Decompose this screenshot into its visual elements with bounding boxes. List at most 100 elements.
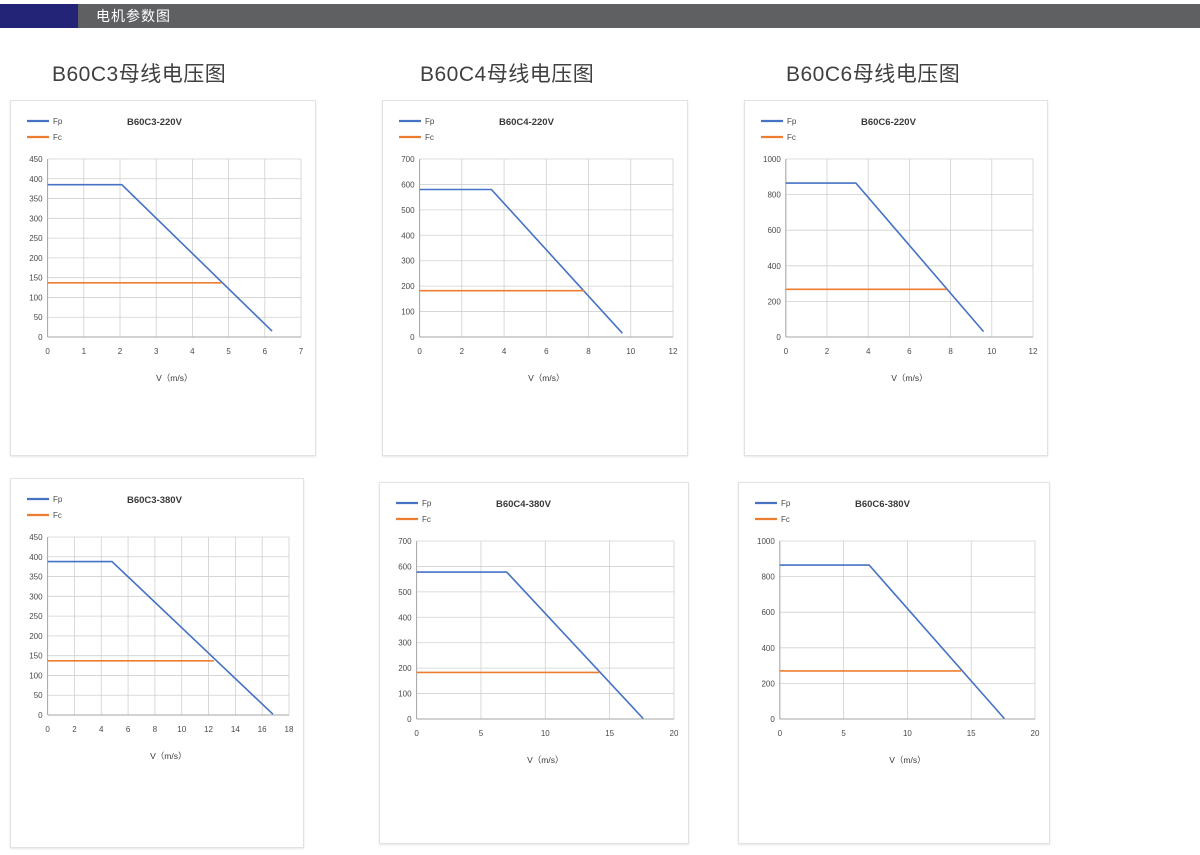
x-axis-tick-label: 6 — [263, 347, 268, 356]
chart-b60c3-220v: FpFcB60C3-220V05010015020025030035040045… — [27, 117, 304, 383]
legend-label-fc: Fc — [53, 133, 62, 142]
y-axis-tick-label: 100 — [398, 690, 412, 699]
chart-card-b60c6-220v: Fp Fc B60C6-220V 0 200 400 600 800 1000 0 2 4 6 8 10 12… — [744, 100, 1048, 456]
x-axis-tick-label: 1 — [82, 347, 87, 356]
x-axis-tick-label: 12 — [1029, 347, 1038, 356]
x-axis-tick-label: 4 — [190, 347, 195, 356]
legend-label-fp: Fp — [781, 499, 791, 508]
legend-label-fp: Fp — [787, 117, 797, 126]
chart-card-b60c6-380v: Fp Fc B60C6-380V 0 200 400 600 800 1000 0 5 10 15 20 V… — [738, 482, 1050, 844]
legend-label-fc: Fc — [787, 133, 796, 142]
series-line-fp — [785, 182, 985, 333]
x-axis-tick-label: 16 — [258, 725, 267, 734]
x-axis-label: V（m/s） — [891, 373, 927, 383]
x-axis-tick-label: 4 — [99, 725, 104, 734]
x-axis-tick-label: 10 — [626, 347, 635, 356]
x-axis-tick-label: 8 — [586, 347, 591, 356]
series-line-fp — [47, 183, 273, 332]
series-line-fp — [416, 571, 644, 720]
y-axis-tick-label: 250 — [29, 234, 43, 243]
x-axis-tick-label: 10 — [903, 729, 912, 738]
y-axis-tick-label: 400 — [29, 175, 43, 184]
y-axis-tick-label: 400 — [767, 262, 781, 271]
x-axis-tick-label: 20 — [670, 729, 679, 738]
x-axis-tick-label: 20 — [1031, 729, 1040, 738]
chart-title-b60c3-220v: B60C3-220V — [127, 117, 183, 128]
y-axis-tick-label: 300 — [29, 592, 43, 601]
chart-title-b60c3-380v: B60C3-380V — [127, 495, 183, 506]
y-axis-tick-label: 350 — [29, 573, 43, 582]
y-axis-tick-label: 1000 — [763, 155, 781, 164]
x-axis-tick-label: 12 — [669, 347, 678, 356]
x-axis-tick-label: 5 — [226, 347, 231, 356]
chart-card-b60c4-380v: Fp Fc B60C4-380V 0 100 200 300 400 500 600 700 0 5 10… — [379, 482, 689, 844]
y-axis-tick-label: 400 — [29, 553, 43, 562]
x-axis-tick-label: 15 — [967, 729, 976, 738]
y-axis-tick-label: 0 — [776, 333, 781, 342]
x-axis-tick-label: 5 — [479, 729, 484, 738]
y-axis-tick-label: 200 — [29, 632, 43, 641]
x-axis-tick-label: 10 — [177, 725, 186, 734]
x-axis-label: V（m/s） — [527, 755, 563, 765]
x-axis-tick-label: 10 — [541, 729, 550, 738]
y-axis-tick-label: 200 — [398, 664, 412, 673]
legend-label-fc: Fc — [422, 515, 431, 524]
section-title-b60c4: B60C4母线电压图 — [420, 63, 595, 86]
chart-title-b60c6-380v: B60C6-380V — [855, 499, 911, 510]
y-axis-tick-label: 50 — [34, 313, 43, 322]
x-axis-tick-label: 7 — [299, 347, 304, 356]
x-axis-tick-label: 8 — [153, 725, 158, 734]
section-title-row: B60C3母线电压图 B60C4母线电压图 B60C6母线电压图 — [0, 58, 1200, 92]
x-axis-tick-label: 0 — [417, 347, 422, 356]
chart-b60c6-380v: Fp Fc B60C6-380V 0 200 400 600 800 1000 0 5 10 15 20 V… — [755, 499, 1040, 765]
x-axis-label: V（m/s） — [528, 373, 564, 383]
y-axis-tick-label: 200 — [29, 254, 43, 263]
y-axis-tick-label: 700 — [398, 537, 412, 546]
x-axis-tick-label: 0 — [784, 347, 789, 356]
y-axis-tick-label: 450 — [29, 155, 43, 164]
section-title-b60c3: B60C3母线电压图 — [52, 63, 227, 86]
x-axis-tick-label: 6 — [544, 347, 549, 356]
x-axis-tick-label: 14 — [231, 725, 240, 734]
y-axis-tick-label: 400 — [398, 613, 412, 622]
legend-label-fc: Fc — [781, 515, 790, 524]
chart-title-b60c6-220v: B60C6-220V — [861, 117, 917, 128]
y-axis-tick-label: 500 — [401, 206, 415, 215]
x-axis-tick-label: 15 — [605, 729, 614, 738]
chart-title-b60c4-380v: B60C4-380V — [496, 499, 552, 510]
x-axis-tick-label: 12 — [204, 725, 213, 734]
page-title: 电机参数图 — [96, 8, 171, 24]
y-axis-tick-label: 0 — [410, 333, 415, 342]
y-axis-tick-label: 400 — [761, 644, 775, 653]
y-axis-tick-label: 50 — [34, 691, 43, 700]
x-axis-tick-label: 2 — [825, 347, 830, 356]
series-line-fp — [779, 564, 1005, 720]
chart-b60c4-380v: Fp Fc B60C4-380V 0 100 200 300 400 500 600 700 0 5 10… — [396, 499, 679, 765]
legend-label-fp: Fp — [422, 499, 432, 508]
x-axis-tick-label: 18 — [285, 725, 294, 734]
x-axis-tick-label: 4 — [866, 347, 871, 356]
page-header-bar: 电机参数图 — [0, 4, 1200, 28]
x-axis-tick-label: 3 — [154, 347, 159, 356]
y-axis-tick-label: 450 — [29, 533, 43, 542]
x-axis-tick-label: 8 — [948, 347, 953, 356]
legend-label-fp: Fp — [53, 495, 63, 504]
y-axis-tick-label: 100 — [401, 308, 415, 317]
y-axis-tick-label: 100 — [29, 671, 43, 680]
y-axis-tick-label: 200 — [401, 282, 415, 291]
x-axis-tick-label: 2 — [72, 725, 77, 734]
x-axis-tick-label: 4 — [502, 347, 507, 356]
x-axis-tick-label: 10 — [987, 347, 996, 356]
y-axis-tick-label: 0 — [38, 711, 43, 720]
y-axis-tick-label: 300 — [29, 214, 43, 223]
y-axis-tick-label: 400 — [401, 231, 415, 240]
chart-card-b60c4-220v: Fp Fc B60C4-220V 0 100 200 300 400 500 600 700 0 2 4 6… — [382, 100, 688, 456]
x-axis-label: V（m/s） — [156, 373, 192, 383]
x-axis-tick-label: 6 — [126, 725, 131, 734]
y-axis-tick-label: 600 — [761, 608, 775, 617]
y-axis-tick-label: 0 — [770, 715, 775, 724]
y-axis-tick-label: 0 — [38, 333, 43, 342]
y-axis-tick-label: 200 — [761, 679, 775, 688]
y-axis-tick-label: 700 — [401, 155, 415, 164]
chart-b60c4-220v: Fp Fc B60C4-220V 0 100 200 300 400 500 600 700 0 2 4 6… — [399, 117, 678, 383]
